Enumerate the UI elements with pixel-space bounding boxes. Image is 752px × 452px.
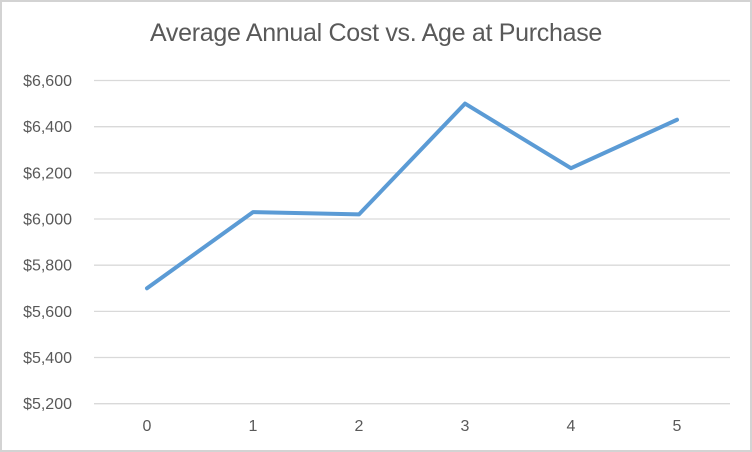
chart-title: Average Annual Cost vs. Age at Purchase [149, 19, 603, 47]
y-tick-label: $5,400 [23, 350, 72, 367]
y-tick-label: $6,600 [23, 73, 72, 90]
x-tick-label: 4 [567, 418, 576, 435]
y-tick-label: $5,200 [23, 396, 72, 413]
y-tick-label: $6,200 [23, 165, 72, 182]
x-tick-label: 3 [461, 418, 470, 435]
x-tick-label: 2 [355, 418, 364, 435]
x-tick-label: 1 [249, 418, 258, 435]
y-tick-label: $6,400 [23, 119, 72, 136]
y-tick-label: $5,800 [23, 258, 72, 275]
x-tick-label: 5 [673, 418, 682, 435]
y-tick-label: $6,000 [23, 212, 72, 229]
x-tick-label: 0 [143, 418, 152, 435]
data-line [145, 101, 679, 291]
y-tick-label: $5,600 [23, 304, 72, 321]
